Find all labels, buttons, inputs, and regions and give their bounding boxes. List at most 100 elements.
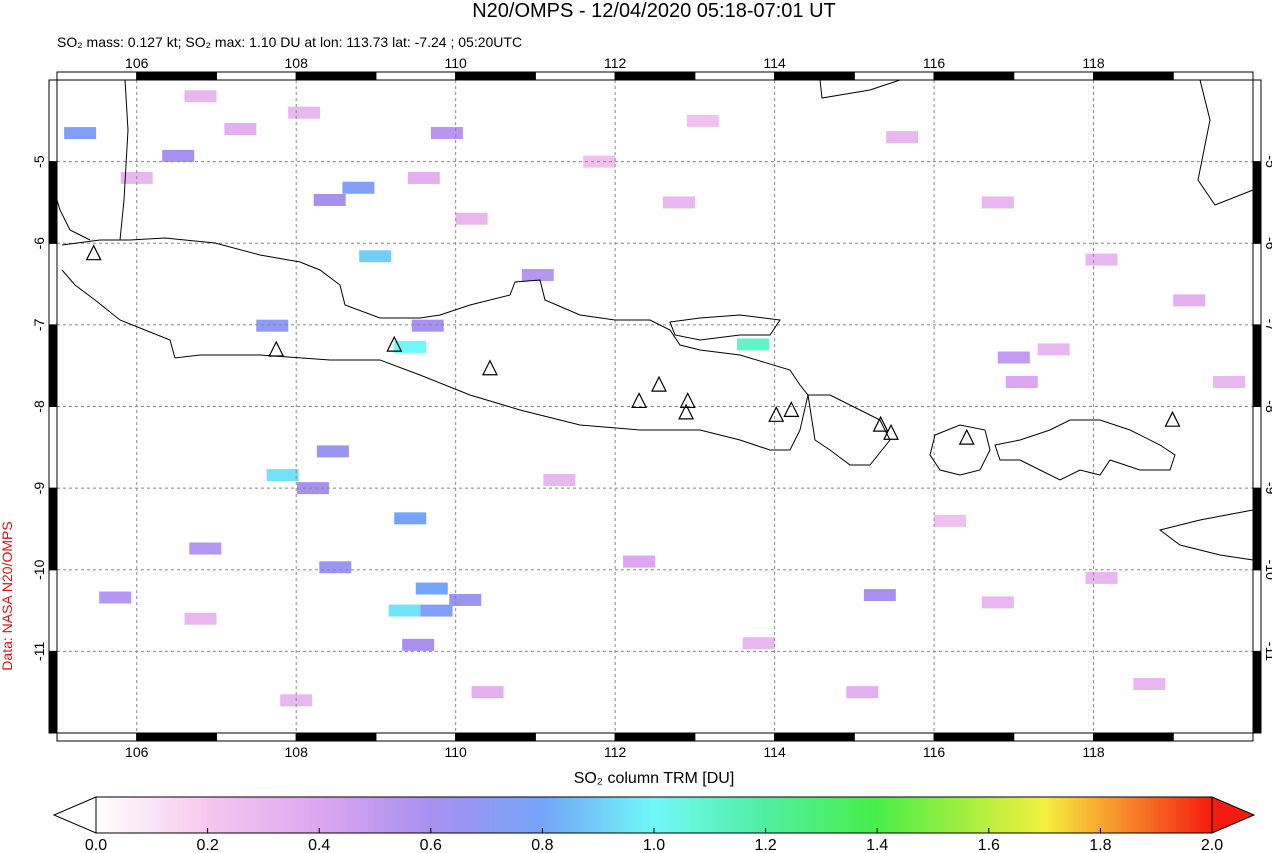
so2-pixel <box>543 473 576 486</box>
coast-bali <box>807 394 891 466</box>
border-band <box>375 71 457 81</box>
border-band <box>56 71 138 81</box>
border-band <box>455 71 536 81</box>
so2-pixel <box>455 212 488 225</box>
volcano-marker <box>651 375 667 392</box>
border-band <box>534 732 616 742</box>
so2-pixel <box>162 149 195 162</box>
map-frame <box>48 71 1262 742</box>
volcano-marker <box>958 428 975 445</box>
so2-pixel <box>184 90 217 103</box>
map-border <box>56 79 1254 734</box>
so2-pixel <box>997 351 1030 364</box>
x-tick-label: 112 <box>604 744 627 760</box>
so2-pixel <box>934 514 967 527</box>
grid-layer <box>57 80 1253 733</box>
border-band <box>295 732 377 742</box>
x-tick-label: 118 <box>1082 744 1105 760</box>
colorbar-tick-label: 1.0 <box>643 837 665 853</box>
so2-pixel <box>1173 294 1206 307</box>
border-band <box>614 71 696 81</box>
border-band <box>48 569 58 652</box>
so2-pixel <box>981 596 1014 609</box>
so2-pixel <box>256 319 289 332</box>
border-band <box>1252 487 1262 571</box>
coast-kalimantan <box>819 79 1254 206</box>
coast-madura <box>669 314 781 341</box>
border-band <box>774 71 855 81</box>
subtitle: SO₂ mass: 0.127 kt; SO₂ max: 1.10 DU at … <box>57 34 522 50</box>
so2-pixel <box>394 340 427 353</box>
x-tick-label: 106 <box>125 55 149 71</box>
so2-pixel <box>288 106 321 119</box>
y-tick-label: -5 <box>31 155 47 168</box>
x-tick-label: 116 <box>923 55 946 71</box>
y-tick-label: -6 <box>1263 237 1272 250</box>
y-tick-label: -9 <box>1263 482 1272 495</box>
so2-pixel <box>1037 343 1070 356</box>
border-band <box>48 406 58 489</box>
border-band <box>295 71 377 81</box>
colorbar-over <box>1211 796 1256 834</box>
border-band <box>1252 324 1262 407</box>
border-band <box>1252 242 1262 326</box>
so2-pixel <box>224 122 257 135</box>
pixel-layer <box>64 90 1246 707</box>
y-tick-label: -10 <box>1263 560 1272 580</box>
colorbar-label: SO₂ column TRM [DU] <box>574 770 735 787</box>
so2-pixel <box>99 591 132 604</box>
so2-pixel <box>430 127 463 140</box>
so2-pixel <box>1085 571 1118 584</box>
so2-pixel <box>296 482 329 495</box>
so2-pixel <box>407 171 440 184</box>
so2-pixel <box>411 319 444 332</box>
y-tick-label: -7 <box>31 318 47 331</box>
title: N20/OMPS - 12/04/2020 05:18-07:01 UT <box>472 0 836 22</box>
volcano-marker <box>678 403 695 420</box>
y-tick-label: -5 <box>1263 155 1272 168</box>
colorbar-tick-label: 1.8 <box>1089 837 1111 853</box>
border-band <box>1172 732 1254 742</box>
x-tick-label: 114 <box>763 55 786 71</box>
border-band <box>1252 79 1262 163</box>
colorbar-tick-label: 2.0 <box>1201 837 1223 853</box>
border-band <box>48 650 58 734</box>
so2-pixel <box>266 469 299 482</box>
coast-sumbawa <box>994 419 1176 481</box>
x-tick-label: 112 <box>604 55 627 71</box>
colorbar-under <box>52 796 97 834</box>
y-tick-label: -9 <box>31 482 47 495</box>
so2-pixel <box>1005 376 1038 389</box>
so2-pixel <box>521 269 554 282</box>
volcano-layer <box>85 244 1181 445</box>
border-band <box>853 732 935 742</box>
y-tick-label: -6 <box>31 237 47 250</box>
y-tick-label: -10 <box>31 559 47 579</box>
border-band <box>48 242 58 326</box>
border-band <box>1172 71 1254 81</box>
border-band <box>853 71 935 81</box>
border-band <box>1093 732 1174 742</box>
coast-sumatra <box>56 79 129 241</box>
border-band <box>56 732 138 742</box>
border-band <box>933 71 1015 81</box>
so2-pixel <box>189 542 222 555</box>
colorbar: 0.0 0.2 0.4 0.6 0.8 1.0 1.2 1.4 1.6 1.8 2.0 <box>52 796 1256 853</box>
so2-pixel <box>846 686 879 699</box>
colorbar-tick-label: 0.8 <box>531 837 553 853</box>
x-tick-label: 118 <box>1082 55 1105 71</box>
border-band <box>48 161 58 244</box>
border-band <box>375 732 457 742</box>
so2-pixel <box>886 131 919 144</box>
y-tick-label: -11 <box>1263 642 1272 661</box>
coast-lombok <box>929 424 991 476</box>
x-tick-label: 106 <box>125 744 149 760</box>
so2-pixel <box>319 561 352 574</box>
y-tick-label: -7 <box>1263 319 1272 332</box>
border-band <box>1252 161 1262 244</box>
border-band <box>1093 71 1174 81</box>
border-band <box>136 71 217 81</box>
border-band <box>1252 650 1262 734</box>
volcano-marker <box>768 405 785 422</box>
